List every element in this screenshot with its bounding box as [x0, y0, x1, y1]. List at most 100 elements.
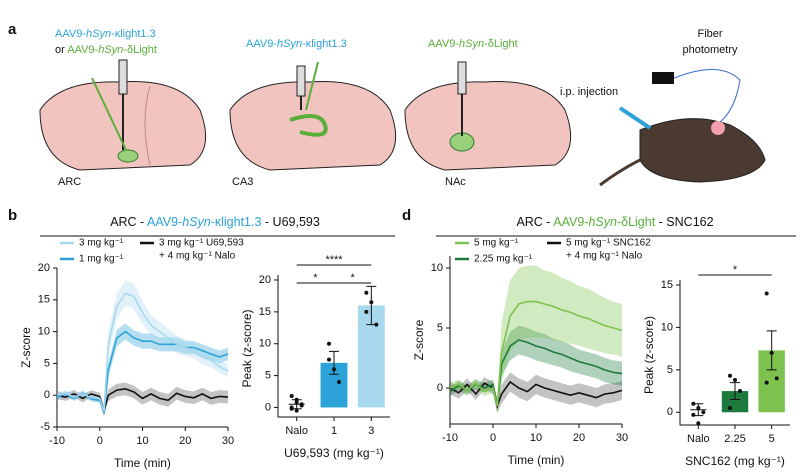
y-tick-label: 20: [38, 262, 50, 274]
y-axis-label: Peak (z-score): [240, 309, 254, 387]
text: -δLight: [484, 38, 518, 50]
text: AAV9-: [428, 38, 459, 50]
data-point: [374, 322, 379, 327]
x-tick-label: 0: [97, 435, 103, 447]
brain-illustrations: [39, 59, 572, 171]
x-tick-label: 10: [530, 432, 542, 444]
x-tick-label: 20: [179, 435, 191, 447]
x-tick-label: Nalo: [285, 425, 308, 437]
data-point: [738, 389, 742, 394]
x-tick-label: -10: [49, 435, 65, 447]
data-point: [289, 393, 294, 398]
x-axis-label: Time (min): [114, 456, 171, 470]
construct-label: or AAV9-hSyn-δLight: [55, 44, 157, 56]
panel-letter: d: [402, 207, 411, 224]
data-point: [774, 376, 779, 381]
panel-letter: b: [8, 207, 17, 224]
series-line: [449, 300, 623, 407]
data-point: [364, 290, 369, 295]
error-bar: [766, 330, 777, 371]
text: AAV9-: [55, 28, 86, 40]
data-point: [701, 410, 706, 415]
significance-label: *: [351, 272, 356, 284]
error-band: [450, 372, 622, 414]
construct-label: AAV9-hSyn-κlight1.3: [246, 38, 347, 50]
injection-label: i.p. injection: [560, 86, 618, 98]
title-part: hSyn: [182, 215, 211, 229]
title-part: ARC -: [516, 215, 553, 229]
y-tick-label: 15: [38, 294, 50, 306]
y-tick-label: -5: [40, 421, 50, 433]
y-tick-label: 20: [259, 274, 271, 286]
title-part: - U69,593: [261, 215, 319, 229]
legend-label: + 4 mg kg⁻¹ Nalo: [566, 251, 643, 262]
title-part: AAV9-: [553, 215, 588, 229]
data-point: [364, 309, 369, 314]
legend-label: 1 mg kg⁻¹: [79, 254, 124, 265]
x-tick-label: 0: [490, 432, 496, 444]
y-tick-label: 10: [661, 321, 673, 333]
y-tick-label: 5: [667, 364, 673, 376]
title-part: AAV9-: [147, 215, 182, 229]
error-bar: [730, 382, 740, 401]
y-tick-label: 5: [44, 357, 50, 369]
data-point: [691, 412, 696, 417]
chart-title: ARC - AAV9-hSyn-κlight1.3 - U69,593: [110, 215, 320, 229]
y-axis-label: Z-score: [412, 319, 426, 360]
significance-label: *: [313, 272, 318, 284]
x-tick-label: Nalo: [687, 433, 710, 445]
data-point: [299, 403, 304, 408]
y-tick-label: 10: [38, 326, 50, 338]
y-tick-label: 0: [667, 406, 673, 418]
x-tick-label: 5: [769, 433, 775, 445]
data-point: [764, 380, 769, 385]
x-tick-label: 30: [222, 435, 234, 447]
x-tick-label: 10: [136, 435, 148, 447]
y-tick-label: 5: [265, 369, 271, 381]
axis: [277, 275, 390, 418]
data-point: [733, 378, 737, 383]
y-tick-label: 10: [431, 262, 443, 274]
text: hSyn: [277, 38, 302, 50]
text: -δLight: [123, 44, 157, 56]
text: AAV9-: [246, 38, 277, 50]
data-point: [696, 406, 701, 411]
data-point: [294, 408, 299, 413]
x-axis-label: U69,593 (mg kg⁻¹): [284, 446, 384, 460]
fiber-label: Fiber: [697, 28, 722, 40]
construct-label: AAV9-hSyn-δLight: [428, 38, 518, 50]
title-part: -δLight: [617, 215, 656, 229]
legend-label: 2.25 mg kg⁻¹: [474, 254, 533, 265]
legend-label: + 4 mg kg⁻¹ Nalo: [159, 251, 236, 262]
y-tick-label: 15: [661, 279, 673, 291]
data-point: [327, 357, 331, 362]
title-part: ARC -: [110, 215, 147, 229]
title-part: - SNC162: [655, 215, 713, 229]
chart-title: ARC - AAV9-hSyn-δLight - SNC162: [516, 215, 713, 229]
x-tick-label: 1: [331, 425, 337, 437]
x-tick-label: 2.25: [724, 433, 745, 445]
axis: [679, 280, 790, 426]
region-label: CA3: [232, 176, 253, 188]
y-tick-label: 10: [259, 338, 271, 350]
panel-letter: a: [8, 21, 17, 38]
series-line: [449, 380, 623, 409]
error-band: [450, 265, 622, 414]
y-axis-label: Z-score: [19, 327, 33, 368]
data-point: [696, 421, 701, 426]
y-tick-label: 5: [437, 322, 443, 334]
y-tick-label: 15: [259, 306, 271, 318]
x-tick-label: 20: [573, 432, 585, 444]
error-band: [57, 323, 228, 417]
text: -κlight1.3: [111, 28, 156, 40]
text: -κlight1.3: [302, 38, 347, 50]
data-point: [332, 367, 336, 372]
y-tick-label: 0: [265, 401, 271, 413]
legend-label: 3 mg kg⁻¹ U69,593: [159, 238, 244, 249]
series-line: [449, 339, 623, 407]
y-tick-label: 0: [44, 389, 50, 401]
data-point: [691, 401, 696, 406]
data-point: [337, 379, 341, 384]
title-part: -κlight1.3: [211, 215, 262, 229]
region-label: NAc: [445, 176, 466, 188]
